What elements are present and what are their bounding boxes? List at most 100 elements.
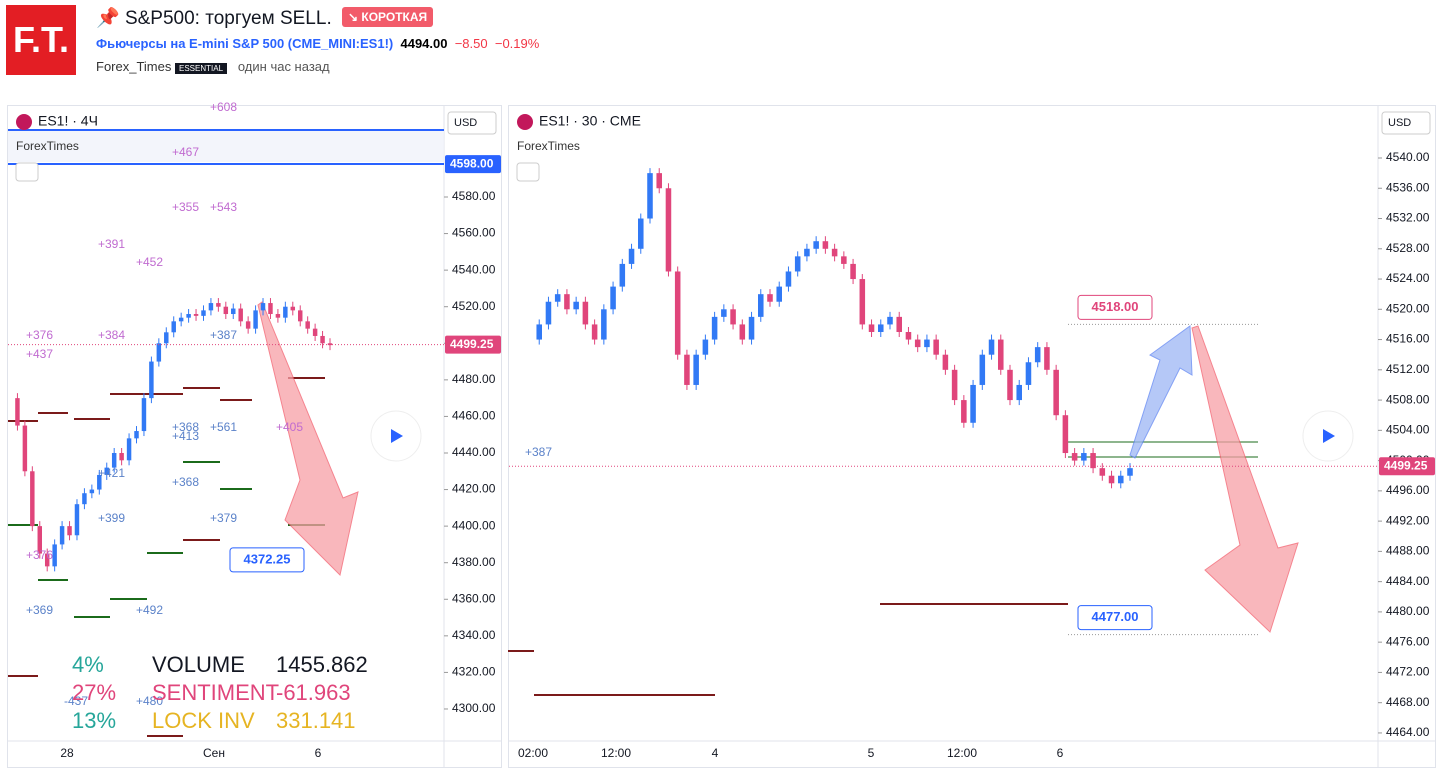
candle (896, 316, 902, 332)
candle (1127, 468, 1133, 476)
candle (15, 398, 20, 426)
y-tick-label: 4488.00 (1386, 544, 1430, 558)
source: ForexTimes (517, 139, 580, 153)
annotation: +413 (172, 429, 199, 443)
instrument[interactable]: Фьючерсы на E-mini S&P 500 (CME_MINI:ES1… (96, 36, 394, 51)
annotation: +384 (98, 328, 125, 342)
left-panel (7, 105, 502, 768)
stat-name: VOLUME (152, 652, 245, 677)
candle (665, 188, 672, 272)
candle (767, 294, 773, 302)
badge[interactable]: ↘ КОРОТКАЯ (342, 7, 434, 27)
y-tick-label: 4464.00 (1386, 725, 1430, 739)
candle (30, 471, 35, 527)
y-tick-label: 4400.00 (452, 518, 496, 532)
stat-name: SENTIMENT (152, 680, 279, 705)
arrow-down (1191, 325, 1299, 633)
y-tick-label: 4492.00 (1386, 513, 1430, 527)
candle (998, 339, 1004, 370)
candle (59, 526, 65, 545)
candle (711, 316, 718, 340)
y-tick-label: 4300.00 (452, 701, 496, 715)
candle (850, 263, 856, 280)
candle (1118, 475, 1124, 484)
annotation: -437 (64, 694, 88, 708)
legend-bg (8, 131, 444, 162)
candle (104, 467, 109, 475)
y-tick-label: 4340.00 (452, 628, 496, 642)
candle (186, 314, 191, 318)
candle (268, 303, 273, 315)
y-tick-label: 4540.00 (1386, 150, 1430, 164)
price: 4494.00 (400, 36, 448, 51)
currency-box[interactable] (1381, 111, 1431, 135)
y-tick-label: 4460.00 (452, 409, 496, 423)
currency: USD (1388, 117, 1411, 129)
x-tick-label: 6 (1057, 746, 1064, 760)
candle (942, 354, 949, 370)
stat-pct: 27% (72, 680, 116, 705)
candle (961, 400, 967, 423)
collapse[interactable] (516, 162, 540, 182)
annotation: +376 (26, 328, 53, 342)
plan: ESSENTIAL (175, 63, 228, 74)
candle (74, 504, 80, 536)
annotation: +368 (172, 475, 199, 489)
annotation: +561 (210, 420, 237, 434)
change-pct: −0.19% (494, 36, 540, 51)
symbol[interactable]: ES1! · 4Ч (38, 113, 98, 129)
stat-pct: 4% (72, 652, 104, 677)
candle (813, 241, 819, 249)
candle (841, 256, 847, 264)
candle (721, 309, 727, 317)
y-tick-label: 4520.00 (452, 299, 496, 313)
candle (674, 271, 681, 355)
y-tick-label: 4528.00 (1386, 241, 1430, 255)
candle (275, 314, 281, 318)
candle (1081, 453, 1087, 461)
candle (164, 332, 169, 344)
collapse[interactable] (15, 162, 39, 182)
candle (37, 526, 42, 554)
y-tick-label: 4560.00 (452, 226, 496, 240)
y-tick-label: 4476.00 (1386, 634, 1430, 648)
candle (260, 303, 266, 311)
candle (119, 452, 124, 461)
candle (628, 248, 635, 264)
price-label: 4499.25 (450, 337, 494, 351)
price-label: 4499.25 (1384, 458, 1428, 472)
candle (231, 308, 236, 315)
candle (979, 354, 986, 385)
y-tick-label: 4516.00 (1386, 332, 1430, 346)
y-tick-label: 4580.00 (452, 189, 496, 203)
author[interactable]: Forex_Times (96, 59, 172, 74)
candle (208, 303, 214, 311)
y-tick-label: 4480.00 (452, 372, 496, 386)
title: 📌 S&P500: торгуем SELL. (96, 8, 332, 29)
candle (702, 339, 709, 355)
currency-box[interactable] (447, 111, 497, 135)
candle (730, 309, 736, 325)
candle (573, 301, 579, 310)
x-tick-label: Сен (203, 746, 225, 760)
candle (82, 493, 87, 505)
candle (868, 324, 875, 332)
candle (126, 438, 132, 461)
currency: USD (454, 117, 477, 129)
candle (1062, 415, 1069, 454)
x-tick-label: 4 (712, 746, 719, 760)
symbol[interactable]: ES1! · 30 · CME (539, 113, 641, 129)
play-icon (391, 429, 403, 443)
candle (545, 301, 552, 325)
callout: 4372.25 (244, 551, 291, 566)
callout-box (229, 547, 305, 573)
candle (253, 310, 258, 329)
candle (223, 306, 229, 315)
candle (312, 328, 318, 336)
candle (283, 306, 288, 318)
candle (582, 301, 589, 325)
candle (739, 324, 746, 340)
y-tick-label: 4320.00 (452, 665, 496, 679)
annotation: +368 (172, 420, 199, 434)
candle (178, 317, 184, 322)
